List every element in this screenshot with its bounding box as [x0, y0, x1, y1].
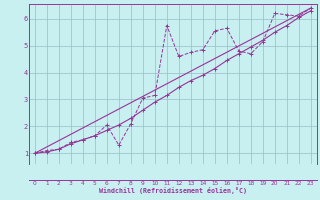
X-axis label: Windchill (Refroidissement éolien,°C): Windchill (Refroidissement éolien,°C): [99, 187, 247, 194]
